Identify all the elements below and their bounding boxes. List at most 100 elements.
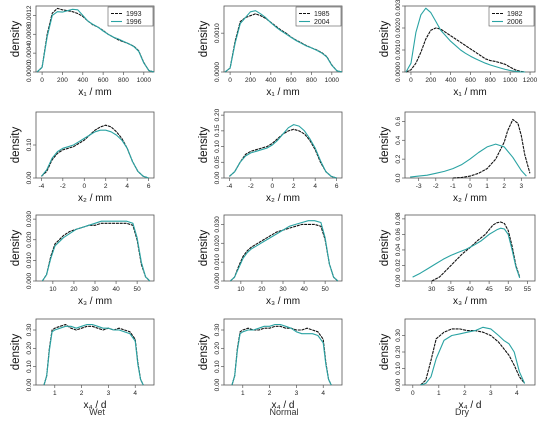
y-axis-label: density [10, 230, 22, 267]
y-axis-label: density [379, 334, 391, 371]
density-line-2006 [412, 227, 521, 279]
column-label-wet: Wet [89, 407, 105, 417]
x-tick-label: -2 [248, 183, 254, 190]
x-axis-label: x₄ / d [272, 400, 295, 411]
density-line-2004 [231, 323, 332, 386]
y-tick-label: 0.0010 [214, 23, 221, 43]
y-axis-label: density [10, 334, 22, 371]
y-tick-label: 0.000 [214, 272, 221, 289]
density-line-2006 [410, 143, 527, 178]
x-axis-label: x₁ / mm [453, 87, 486, 98]
x-tick-label: 800 [485, 77, 496, 84]
x-tick-label: 3 [520, 183, 524, 190]
x-tick-label: 30 [279, 286, 287, 293]
x-axis-label: x₁ / mm [78, 87, 111, 98]
x-tick-label: 4 [313, 183, 317, 190]
x-axis-label: x₃ / mm [78, 296, 112, 307]
y-tick-label: 0.10 [26, 138, 33, 151]
x-tick-label: 6 [147, 183, 151, 190]
x-tick-label: 50 [134, 286, 142, 293]
density-line-1985 [231, 325, 332, 386]
y-axis-label: density [10, 127, 22, 164]
density-line-1993 [43, 323, 144, 386]
legend-label: 1993 [126, 11, 142, 18]
x-tick-label: 200 [57, 77, 68, 84]
x-axis-label: x₁ / mm [266, 87, 299, 98]
x-axis-label: x₂ / mm [453, 193, 487, 204]
x-tick-label: -4 [226, 183, 232, 190]
legend-label: 2006 [507, 19, 523, 26]
y-axis-label: density [198, 334, 210, 371]
x-tick-label: 55 [524, 286, 532, 293]
y-tick-label: 0.30 [395, 329, 402, 342]
panel-1-2: 0 200 400 600 800 1000 0.0000 0.0010 density x₁ /… [198, 5, 343, 98]
y-tick-label: 0.06 [395, 228, 402, 241]
density-line-1996 [36, 8, 155, 73]
y-tick-label: 0.0 [395, 173, 402, 182]
x-tick-label: 20 [70, 286, 78, 293]
y-tick-label: 0.0000 [26, 62, 33, 82]
x-tick-label: 4 [515, 390, 519, 397]
x-tick-label: 30 [91, 286, 99, 293]
x-tick-label: 10 [237, 286, 245, 293]
y-tick-label: 0.00 [26, 171, 33, 184]
plot-frame [223, 111, 343, 179]
x-tick-label: -1 [450, 183, 456, 190]
y-tick-label: 0.020 [214, 235, 221, 252]
panel-1-3: 0 200 400 600 800 1000 1200 0.0000 0.0010 0.0020 0… [379, 0, 538, 98]
y-axis-label: density [198, 127, 210, 164]
y-tick-label: 0.05 [214, 156, 221, 169]
y-tick-label: 0.2 [395, 154, 402, 163]
density-line-1993 [41, 222, 151, 282]
y-tick-label: 0.10 [214, 140, 221, 153]
density-line-2004 [229, 124, 337, 179]
panel-1-1: 0 200 400 600 800 1000 0.00000.00040.00080.001… [10, 5, 155, 98]
y-tick-label: 0.010 [26, 252, 33, 269]
y-tick-label: 0.00 [395, 378, 402, 391]
x-tick-label: 800 [118, 77, 129, 84]
y-tick-label: 0.00 [26, 378, 33, 391]
x-tick-label: 800 [306, 77, 317, 84]
y-axis-label: density [379, 230, 391, 267]
plot-frame [35, 318, 155, 386]
y-tick-label: 0.20 [214, 342, 221, 355]
column-label-dry: Dry [455, 407, 469, 417]
legend-label: 1996 [126, 19, 142, 26]
x-tick-label: -3 [416, 183, 422, 190]
x-tick-label: 1000 [503, 77, 518, 84]
x-tick-label: 30 [428, 286, 436, 293]
y-axis-label: density [10, 21, 22, 58]
y-tick-label: 0.0010 [395, 40, 402, 60]
density-line-1996 [41, 220, 151, 282]
y-tick-label: 0.0000 [395, 62, 402, 82]
x-tick-label: 0 [228, 77, 232, 84]
y-tick-label: 0.6 [395, 117, 402, 126]
x-tick-label: 10 [49, 286, 57, 293]
density-line-1985 [229, 223, 339, 282]
panel-4-2: 1 2 3 4 0.00 0.10 0.20 0.30 density x₄ / d [198, 318, 343, 411]
x-tick-label: -2 [433, 183, 439, 190]
plot-frame [223, 318, 343, 386]
x-axis-label: x₃ / mm [453, 296, 487, 307]
density-line-2006 [420, 326, 526, 386]
y-tick-label: 0.0030 [395, 0, 402, 16]
legend-label: 2004 [314, 19, 330, 26]
panel-4-1: 1 2 3 4 0.00 0.10 0.20 0.30 density x₄ / d [10, 318, 155, 411]
x-tick-label: 200 [245, 77, 256, 84]
y-tick-label: 0.20 [395, 345, 402, 358]
x-tick-label: 1 [53, 390, 57, 397]
x-tick-label: 400 [445, 77, 456, 84]
x-tick-label: 0 [82, 183, 86, 190]
plot-frame [223, 5, 343, 73]
column-label-normal: Normal [269, 407, 298, 417]
x-tick-label: 4 [321, 390, 325, 397]
x-tick-label: 4 [125, 183, 129, 190]
y-tick-label: 0.15 [214, 124, 221, 137]
x-tick-label: 2 [104, 183, 108, 190]
density-line-2004 [224, 10, 343, 73]
x-tick-label: 0 [468, 183, 472, 190]
x-axis-label: x₄ / d [459, 400, 482, 411]
